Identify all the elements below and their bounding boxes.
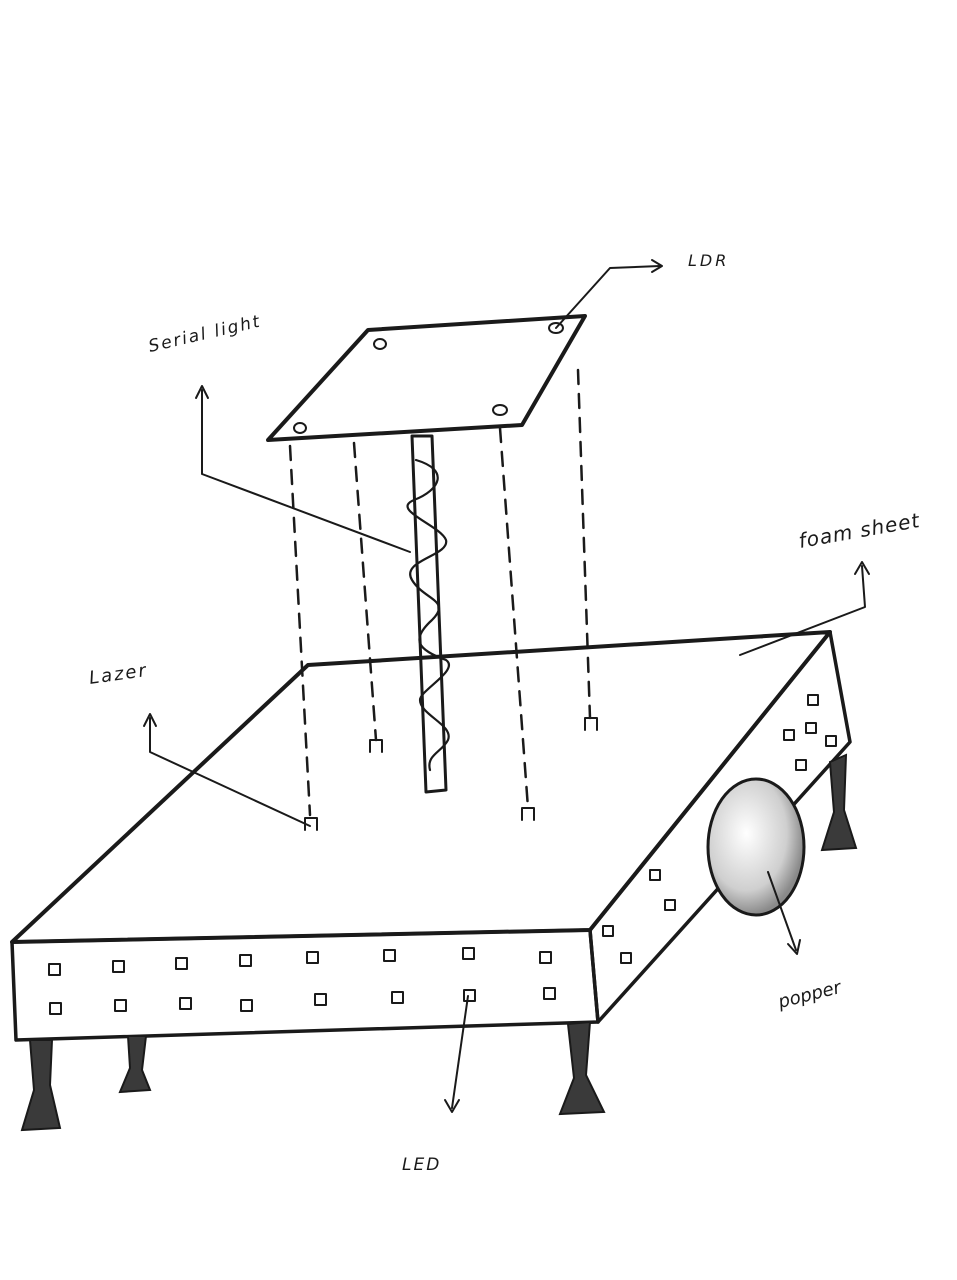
side-led-array [602, 694, 837, 964]
led-light [179, 997, 192, 1010]
led-light [543, 987, 556, 1000]
serial-light-coil [406, 458, 450, 772]
foam-sheet-callout [739, 565, 866, 656]
led-arrowhead [444, 1099, 460, 1113]
laser-beam [352, 441, 378, 742]
led-light [539, 951, 552, 964]
led-callout [451, 995, 469, 1109]
laser-beam [576, 368, 592, 720]
central-pole [406, 434, 450, 794]
ldr-callout [555, 265, 661, 329]
laser-receiver [584, 717, 598, 731]
lazer-callout [149, 717, 311, 827]
led-light [602, 925, 614, 937]
serial-light-callout [201, 389, 411, 553]
led-light [383, 949, 396, 962]
laser-beam [288, 444, 312, 817]
led-light [462, 947, 475, 960]
label-ldr: LDR [688, 251, 729, 270]
led-light [664, 899, 676, 911]
led-light [175, 957, 188, 970]
led-light [620, 952, 632, 964]
led-light [239, 954, 252, 967]
led-light [825, 735, 837, 747]
leg-front-right [558, 1020, 606, 1116]
serial-light-arrowhead [195, 385, 209, 399]
label-lazer: Lazer [88, 660, 149, 689]
front-led-array [48, 947, 556, 1015]
top-plate-sensors [293, 322, 564, 434]
popper-arrowhead [787, 939, 801, 955]
led-light [314, 993, 327, 1006]
led-light [805, 722, 817, 734]
led-light [795, 759, 807, 771]
led-light [807, 694, 819, 706]
leg-front-left [20, 1039, 62, 1132]
label-foam-sheet: foam sheet [797, 508, 922, 553]
label-led: LED [402, 1155, 441, 1175]
callouts [143, 259, 870, 1113]
laser-receiver [521, 807, 535, 821]
led-light [112, 960, 125, 973]
ldr-sensor [492, 404, 508, 416]
platform-legs [20, 753, 858, 1132]
leg-front-mid [118, 1035, 152, 1094]
lazer-arrowhead [143, 713, 157, 727]
led-light [48, 963, 61, 976]
foam-sheet-arrowhead [854, 561, 870, 575]
led-light [240, 999, 253, 1012]
leg-back-right [820, 753, 858, 852]
led-light [649, 869, 661, 881]
ldr-sensor [548, 322, 564, 334]
label-popper: popper [775, 977, 844, 1013]
label-serial-light: Serial light [147, 311, 264, 356]
platform-right-face [588, 630, 852, 1024]
led-light [49, 1002, 62, 1015]
led-light [114, 999, 127, 1012]
popper-ball [706, 777, 806, 917]
popper-callout [767, 871, 797, 951]
ldr-sensor [373, 338, 387, 350]
ldr-sensor [293, 422, 307, 434]
top-plate [266, 314, 587, 442]
led-light [783, 729, 795, 741]
led-light [306, 951, 319, 964]
led-light [463, 989, 476, 1002]
led-light [391, 991, 404, 1004]
laser-receiver [369, 739, 383, 753]
laser-beam [498, 426, 530, 810]
ldr-arrowhead [651, 259, 663, 273]
platform-front-face [10, 928, 600, 1042]
laser-receivers [304, 717, 598, 831]
